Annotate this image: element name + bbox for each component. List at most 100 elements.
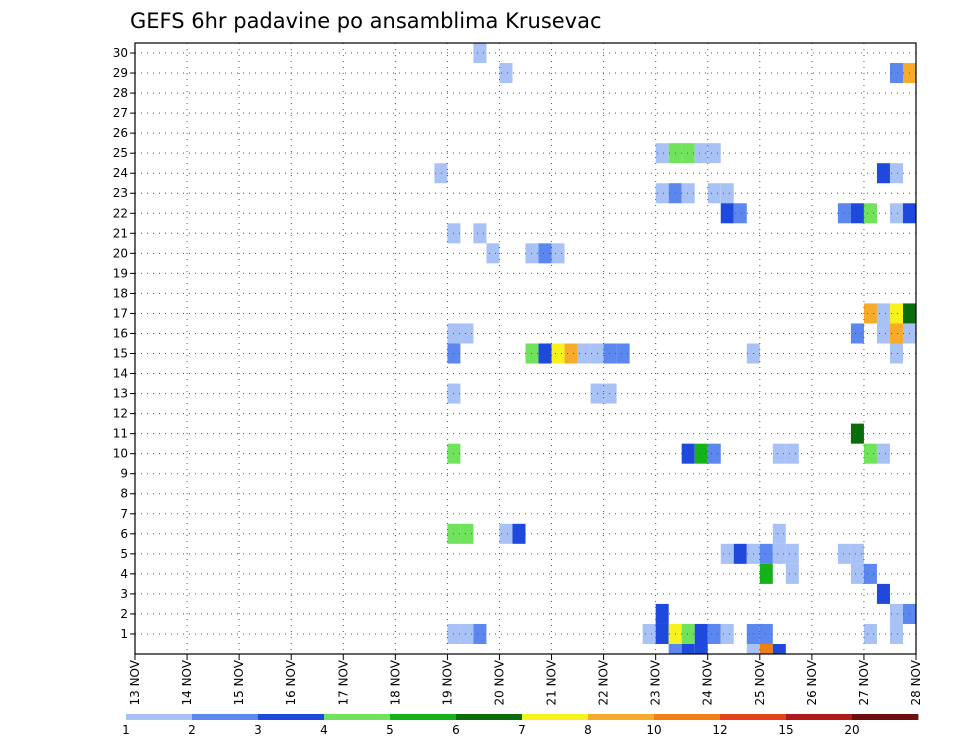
heatmap-cell [759,643,773,654]
heatmap-cell [889,203,903,224]
heatmap-cell [863,563,877,584]
x-tick-label: 17 NOV [336,659,350,705]
heatmap-cell [889,623,903,644]
colorbar-label: 10 [646,723,661,737]
heatmap-cell [655,623,669,644]
y-tick-label: 7 [120,507,128,521]
heatmap-cell [785,563,799,584]
heatmap-cell [785,543,799,564]
colorbar-label: 8 [584,723,592,737]
y-tick-label: 15 [113,347,128,361]
colorbar-label: 20 [844,723,859,737]
heatmap-cell [499,63,513,84]
colorbar-swatch [390,714,457,720]
colorbar-swatch [654,714,721,720]
heatmap-cell [681,623,695,644]
heatmap-cell [759,543,773,564]
heatmap-cell [694,643,708,654]
heatmap-cell [707,623,721,644]
heatmap-cell [733,543,747,564]
heatmap-cell [538,243,552,264]
x-tick-label: 23 NOV [649,659,663,705]
heatmap-cell [889,323,903,344]
heatmap-cell [772,523,786,544]
heatmap-cell [655,183,669,204]
heatmap-cell [694,143,708,164]
x-tick-label: 22 NOV [597,659,611,705]
y-tick-label: 22 [113,206,128,220]
heatmap-cell [863,303,877,324]
heatmap-cell [850,323,864,344]
colorbar-swatch [192,714,259,720]
grid-layer [135,43,916,654]
heatmap-cell [655,603,669,624]
heatmap-cell [694,443,708,464]
heatmap-cell [889,303,903,324]
heatmap-cell [772,443,786,464]
colorbar-swatch [720,714,787,720]
heatmap-cell [889,603,903,624]
colorbar-swatch [456,714,523,720]
y-tick-label: 1 [120,627,128,641]
heatmap-cell [525,343,539,364]
heatmap-cell [681,443,695,464]
heatmap-cell [850,423,864,444]
heatmap-cell [655,143,669,164]
heatmap-cell [460,323,474,344]
y-tick-label: 21 [113,226,128,240]
heatmap-cell [642,623,656,644]
heatmap-cell [473,223,487,244]
heatmap-cell [746,643,760,654]
heatmap-cell [850,563,864,584]
heatmap-cell [694,623,708,644]
x-tick-label: 19 NOV [440,659,454,705]
x-tick-label: 18 NOV [388,659,402,705]
y-tick-label: 10 [113,447,128,461]
y-tick-label: 27 [113,106,128,120]
x-tick-label: 15 NOV [232,659,246,705]
colorbar-swatch [786,714,853,720]
heatmap-cell [681,143,695,164]
heatmap-cell [759,563,773,584]
colorbar: 1 2 3 4 5 6 7 8 10 12 15 20 [122,714,919,737]
heatmap-cell [889,63,903,84]
heatmap-cell [564,343,578,364]
heatmap-cell [616,343,630,364]
colorbar-label: 7 [518,723,526,737]
heatmap-cell [876,163,890,184]
heatmap-cell [889,343,903,364]
colorbar-label: 2 [188,723,196,737]
heatmap-cell [837,543,851,564]
heatmap-cell [551,343,565,364]
heatmap-cell [551,243,565,264]
y-tick-label: 13 [113,387,128,401]
y-tick-label: 8 [120,487,128,501]
x-tick-label: 16 NOV [284,659,298,705]
heatmap-cell [668,643,682,654]
heatmap-cell [460,523,474,544]
colorbar-swatch [324,714,391,720]
heatmap-cell [720,543,734,564]
heatmap-cell [772,643,786,654]
y-tick-label: 26 [113,126,128,140]
heatmap-cell [785,443,799,464]
y-tick-label: 20 [113,246,128,260]
cells-layer [434,43,916,654]
colorbar-label: 4 [320,723,328,737]
heatmap-cell [733,203,747,224]
x-tick-label: 26 NOV [805,659,819,705]
x-tick-label: 28 NOV [909,659,923,705]
y-tick-label: 23 [113,186,128,200]
x-tick-label: 25 NOV [753,659,767,705]
colorbar-swatch [588,714,655,720]
heatmap-cell [876,443,890,464]
heatmap-cell [460,623,474,644]
heatmap-cell [850,203,864,224]
x-tick-label: 24 NOV [701,659,715,705]
colorbar-label: 6 [452,723,460,737]
colorbar-label: 5 [386,723,394,737]
colorbar-label: 15 [778,723,793,737]
heatmap-cell [499,523,513,544]
y-tick-label: 30 [113,46,128,60]
